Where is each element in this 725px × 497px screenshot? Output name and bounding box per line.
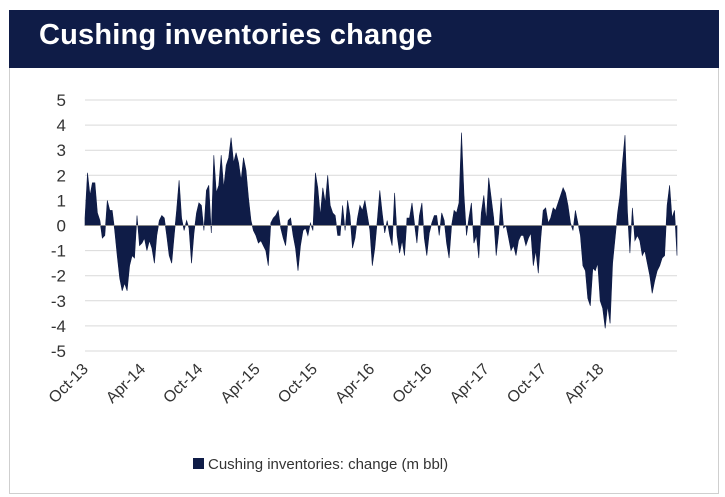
x-tick-label: Apr-18 — [561, 361, 607, 407]
x-tick-label: Apr-15 — [218, 361, 264, 407]
x-tick-label: Apr-17 — [447, 361, 493, 407]
x-tick-label: Oct-15 — [275, 361, 321, 407]
chart-svg: 5 4 3 2 1 0 -1 -2 -3 -4 -5 Oct-13 Apr-14 Oct-14 Apr-1… — [46, 91, 678, 473]
y-tick-label: 2 — [57, 166, 66, 185]
legend-swatch — [193, 458, 204, 469]
y-axis-ticks: 5 4 3 2 1 0 -1 -2 -3 -4 -5 — [51, 91, 66, 361]
series-area — [84, 132, 678, 329]
x-axis-ticks: Oct-13 Apr-14 Oct-14 Apr-15 Oct-15 Apr-16 Oct-… — [46, 361, 608, 407]
y-tick-label: 3 — [57, 141, 66, 160]
series-area-path — [84, 132, 678, 329]
y-tick-label: 0 — [57, 217, 66, 236]
y-tick-label: -5 — [51, 342, 66, 361]
y-tick-label: -4 — [51, 317, 66, 336]
x-tick-label: Oct-17 — [504, 361, 550, 407]
x-tick-label: Oct-14 — [160, 361, 206, 407]
x-tick-label: Oct-13 — [46, 361, 92, 407]
y-tick-label: 1 — [57, 191, 66, 210]
x-tick-label: Apr-16 — [332, 361, 378, 407]
chart-title: Cushing inventories change — [39, 19, 433, 51]
y-tick-label: -1 — [51, 242, 66, 261]
chart-panel: 5 4 3 2 1 0 -1 -2 -3 -4 -5 Oct-13 Apr-14 Oct-14 Apr-1… — [9, 68, 719, 494]
y-tick-label: 4 — [57, 116, 66, 135]
y-tick-label: -3 — [51, 292, 66, 311]
x-tick-label: Oct-16 — [390, 361, 436, 407]
x-tick-label: Apr-14 — [103, 361, 149, 407]
y-tick-label: 5 — [57, 91, 66, 110]
y-tick-label: -2 — [51, 267, 66, 286]
chart-header: Cushing inventories change — [9, 10, 719, 68]
legend-label: Cushing inventories: change (m bbl) — [208, 456, 448, 473]
legend: Cushing inventories: change (m bbl) — [193, 456, 448, 473]
